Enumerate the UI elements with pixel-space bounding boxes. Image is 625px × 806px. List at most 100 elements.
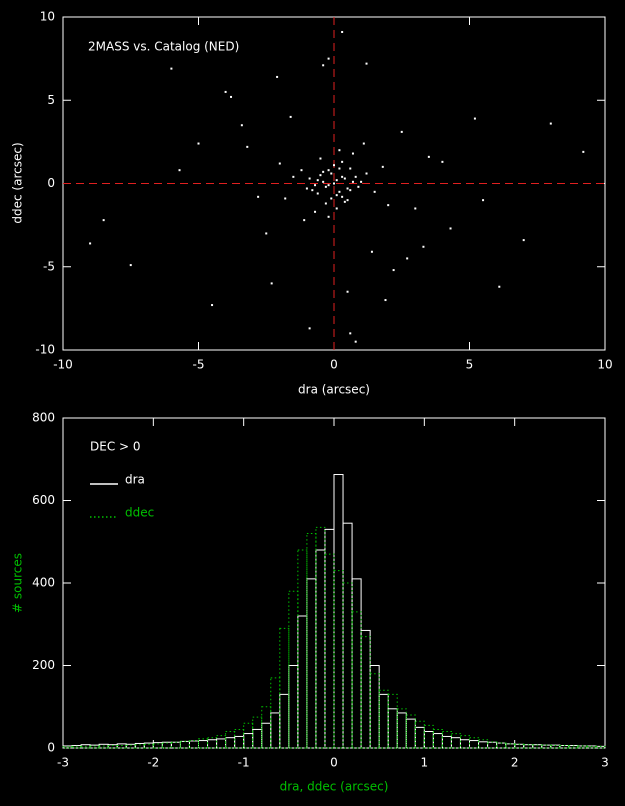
x-tick-label: -2: [147, 756, 159, 770]
point: [278, 162, 281, 165]
histogram-bar: [324, 553, 335, 749]
point: [322, 64, 325, 67]
point: [373, 190, 376, 193]
point: [346, 187, 349, 190]
point: [338, 167, 341, 170]
histogram-bar: [152, 743, 163, 749]
histogram-bar: [216, 735, 227, 749]
point: [346, 199, 349, 202]
histogram-bar: [514, 743, 525, 749]
point: [316, 192, 319, 195]
histogram-bar: [423, 724, 434, 749]
point: [316, 179, 319, 182]
point: [406, 257, 409, 260]
point: [449, 227, 452, 230]
point: [482, 199, 485, 202]
point: [270, 282, 273, 285]
histogram-bar: [98, 745, 109, 749]
histogram-bar: [252, 716, 263, 749]
histogram-bar: [432, 728, 443, 749]
point: [327, 215, 330, 218]
histogram-bar: [595, 745, 606, 749]
y-tick-label: 0: [47, 741, 55, 755]
point: [349, 167, 352, 170]
legend-label: dra: [125, 473, 145, 487]
histogram-bar: [450, 733, 461, 749]
point: [365, 172, 368, 175]
histogram-bar: [469, 737, 480, 749]
chart-title: 2MASS vs. Catalog (NED): [88, 40, 239, 54]
y-axis-label: ddec (arcsec): [11, 142, 25, 223]
point: [341, 160, 344, 163]
point: [392, 269, 395, 272]
x-tick-label: 1: [421, 756, 429, 770]
histogram-bar: [487, 741, 498, 749]
point: [211, 304, 214, 307]
histogram-bar: [288, 590, 299, 749]
y-tick-label: 400: [32, 576, 55, 590]
point: [338, 190, 341, 193]
point: [240, 124, 243, 127]
histogram-bar: [107, 745, 118, 749]
histogram-bar: [134, 744, 145, 749]
histogram-bar: [116, 745, 127, 749]
histogram-bar: [170, 741, 181, 749]
point: [335, 194, 338, 197]
y-tick-label: 200: [32, 658, 55, 672]
histogram-bar: [405, 714, 416, 749]
histogram-bar: [207, 737, 218, 749]
histogram-bar: [261, 706, 272, 749]
histogram-bar: [387, 693, 398, 749]
point: [327, 184, 330, 187]
histogram-bar: [306, 533, 317, 749]
point: [427, 155, 430, 158]
point: [335, 207, 338, 210]
point: [319, 174, 322, 177]
y-tick-label: 5: [47, 93, 55, 107]
histogram-bar: [369, 673, 380, 749]
point: [289, 115, 292, 118]
point: [308, 327, 311, 330]
point: [276, 75, 279, 78]
point: [303, 219, 306, 222]
y-tick-label: 10: [40, 10, 55, 24]
point: [265, 232, 268, 235]
point: [582, 150, 585, 153]
point: [314, 184, 317, 187]
point: [327, 169, 330, 172]
histogram-bar: [89, 745, 100, 749]
histogram-bar: [315, 526, 326, 749]
x-tick-label: 2: [511, 756, 519, 770]
point: [324, 202, 327, 205]
point: [333, 182, 335, 185]
histogram-bar: [505, 743, 516, 749]
y-tick-label: 800: [32, 411, 55, 425]
point: [284, 197, 287, 200]
point: [414, 207, 417, 210]
point: [246, 145, 249, 148]
point: [381, 165, 384, 168]
x-tick-label: 3: [601, 756, 609, 770]
histogram-bar: [279, 627, 290, 749]
point: [230, 95, 233, 98]
histogram-bar: [577, 745, 588, 749]
point: [343, 177, 346, 180]
histogram-bar: [396, 708, 407, 749]
point: [349, 189, 352, 192]
histogram-bar: [125, 744, 136, 749]
legend-label: ddec: [125, 506, 154, 520]
y-axis-label: # sources: [11, 553, 25, 613]
histogram-bar: [459, 735, 471, 749]
point: [322, 180, 325, 183]
histogram-bar: [80, 745, 91, 749]
point: [89, 242, 92, 245]
point: [170, 67, 173, 70]
point: [357, 185, 360, 188]
point: [349, 332, 352, 335]
point: [351, 152, 354, 155]
y-tick-label: -5: [43, 259, 55, 273]
histogram-bar: [198, 738, 209, 749]
x-axis-label: dra (arcsec): [298, 383, 370, 397]
histogram-bar: [161, 742, 172, 749]
x-tick-label: -1: [238, 756, 250, 770]
